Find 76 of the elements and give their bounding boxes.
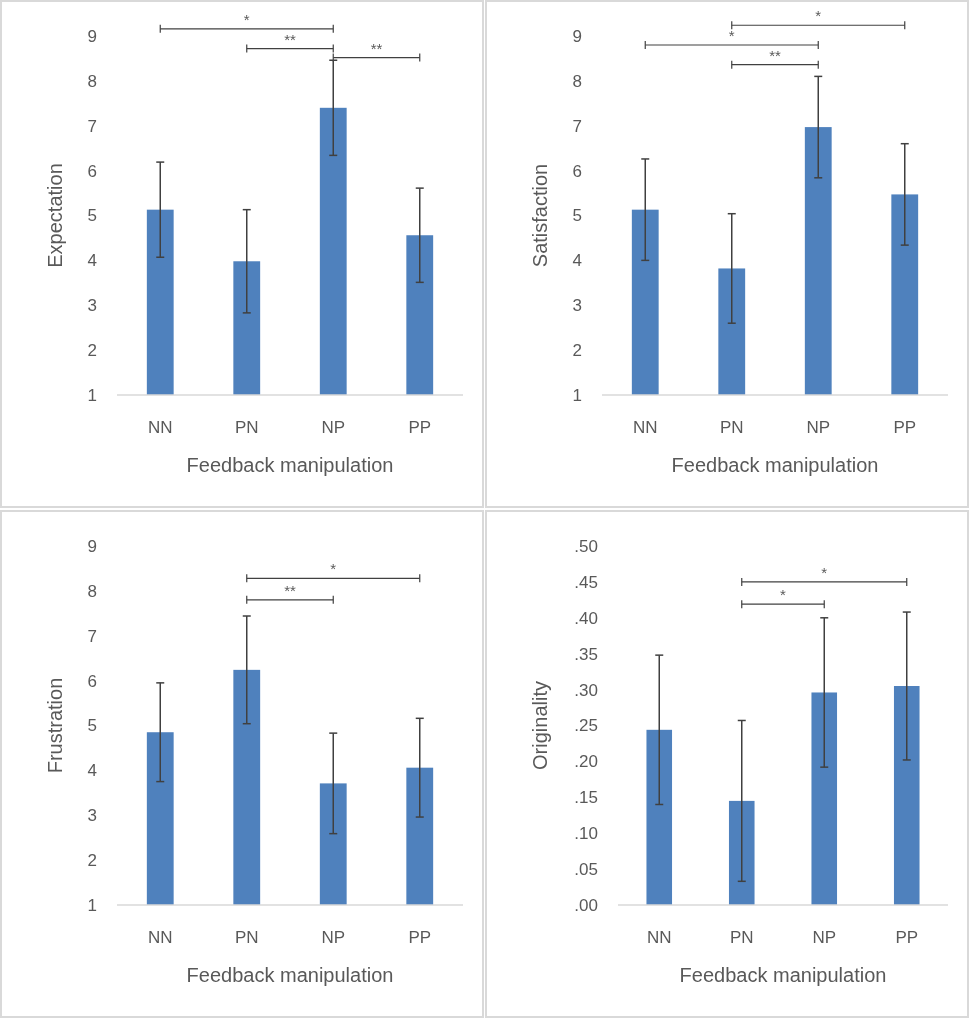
x-tick-label: PP: [895, 928, 919, 947]
annotation: **: [284, 581, 296, 599]
y-tick-label: 6: [87, 671, 97, 691]
y-tick-label: 6: [572, 161, 582, 181]
y-tick-label: 7: [87, 626, 97, 646]
x-tick-label: NP: [321, 928, 346, 947]
y-tick-label: .40: [574, 608, 598, 628]
x-tick-label: NP: [812, 928, 837, 947]
y-axis-title: Originality: [529, 681, 551, 770]
y-tick-label: .45: [574, 572, 598, 592]
x-tick-label: PP: [893, 418, 917, 437]
y-tick-label: 5: [87, 206, 97, 226]
y-tick-label: 2: [87, 341, 97, 361]
x-axis-title: Feedback manipulation: [186, 964, 394, 986]
y-tick-label: 3: [87, 296, 97, 316]
y-tick-label: .35: [574, 644, 598, 664]
x-tick-label: NN: [632, 418, 658, 437]
y-tick-label: 1: [572, 385, 582, 405]
y-axis-title: Frustration: [44, 677, 66, 774]
y-tick-label: .30: [574, 680, 598, 700]
y-axis-title: Satisfaction: [529, 163, 551, 268]
x-tick-label: NN: [147, 928, 173, 947]
y-tick-label: 1: [87, 385, 97, 405]
annotation: **: [769, 46, 781, 64]
y-tick-label: 5: [87, 716, 97, 736]
y-tick-label: 7: [87, 116, 97, 136]
y-tick-label: 2: [572, 341, 582, 361]
text: *: [815, 7, 822, 25]
x-tick-label: NN: [147, 418, 173, 437]
y-tick-label: 8: [572, 71, 582, 91]
x-tick-label: PN: [729, 928, 754, 947]
y-tick-label: 3: [87, 806, 97, 826]
x-tick-label: PN: [234, 928, 259, 947]
x-tick-label: NP: [806, 418, 831, 437]
y-tick-label: 4: [572, 251, 582, 271]
x-axis-title: Feedback manipulation: [679, 964, 887, 986]
y-tick-label: 8: [87, 71, 97, 91]
x-tick-label: PN: [234, 418, 259, 437]
annotation: **: [370, 39, 383, 57]
bar: [893, 686, 920, 905]
x-tick-label: NP: [321, 418, 346, 437]
x-tick-label: PN: [719, 418, 744, 437]
annotation: *: [821, 563, 828, 581]
x-tick-label: PP: [408, 928, 432, 947]
y-tick-label: 9: [87, 26, 97, 46]
y-tick-label: .15: [574, 788, 598, 808]
y-tick-label: 2: [87, 851, 97, 871]
y-tick-label: 6: [87, 161, 97, 181]
y-tick-label: .00: [574, 895, 598, 915]
x-tick-label: PP: [408, 418, 432, 437]
y-tick-label: 4: [87, 251, 97, 271]
x-tick-label: NN: [646, 928, 672, 947]
annotation: *: [728, 26, 735, 44]
annotation: *: [780, 586, 787, 604]
y-tick-label: 8: [87, 581, 97, 601]
y-tick-label: .05: [574, 860, 598, 880]
annotation: **: [284, 30, 296, 48]
y-tick-label: 9: [87, 536, 97, 556]
y-tick-label: 3: [572, 296, 582, 316]
y-tick-label: 1: [87, 895, 97, 915]
y-tick-label: 4: [87, 761, 97, 781]
y-tick-label: 7: [572, 116, 582, 136]
text: *: [243, 10, 250, 28]
bar: [646, 729, 673, 905]
y-tick-label: 5: [572, 206, 582, 226]
bar: [811, 692, 838, 905]
y-tick-label: 9: [572, 26, 582, 46]
bar: [728, 800, 755, 905]
y-tick-label: .10: [574, 824, 598, 844]
annotation: *: [330, 560, 337, 578]
x-axis-title: Feedback manipulation: [671, 454, 879, 476]
y-tick-label: .50: [574, 536, 598, 556]
y-tick-label: .25: [574, 716, 598, 736]
x-axis-title: Feedback manipulation: [186, 454, 394, 476]
y-axis-title: Expectation: [44, 163, 66, 268]
y-tick-label: .20: [574, 752, 598, 772]
